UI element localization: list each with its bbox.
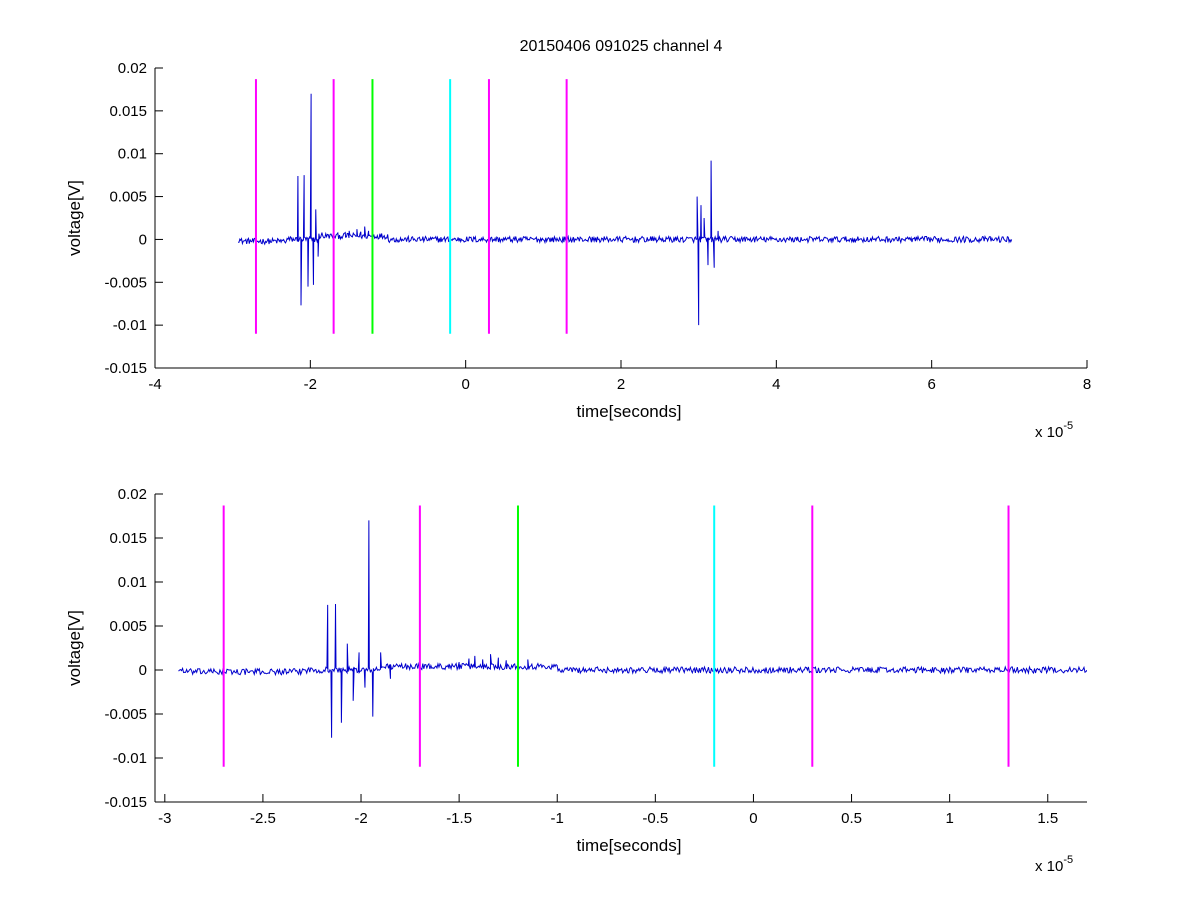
y-tick-label: -0.01 <box>113 750 147 767</box>
y-tick-label: 0.005 <box>109 618 147 635</box>
x-scale-prefix: x 10 <box>1035 858 1063 875</box>
y-tick-label: -0.01 <box>113 317 147 334</box>
x-tick-label: -1.5 <box>446 810 472 827</box>
y-tick-label: 0 <box>139 662 147 679</box>
x-tick-label: 0.5 <box>841 810 862 827</box>
y-tick-label: 0.01 <box>118 146 147 163</box>
x-scale-prefix: x 10 <box>1035 424 1063 441</box>
x-tick-label: 2 <box>617 376 625 393</box>
x-tick-label: 0 <box>461 376 469 393</box>
y-tick-label: -0.005 <box>104 274 147 291</box>
x-axis-label: time[seconds] <box>577 836 682 855</box>
x-tick-label: 0 <box>749 810 757 827</box>
x-scale-exponent: -5 <box>1063 854 1073 866</box>
x-tick-label: 1.5 <box>1037 810 1058 827</box>
x-tick-label: -3 <box>158 810 171 827</box>
x-tick-label: -4 <box>148 376 161 393</box>
y-axis-label: voltage[V] <box>65 610 84 686</box>
x-scale-exponent: -5 <box>1063 420 1073 432</box>
y-tick-label: -0.005 <box>104 706 147 723</box>
y-tick-label: 0.015 <box>109 530 147 547</box>
x-tick-label: 4 <box>772 376 780 393</box>
chart-title: 20150406 091025 channel 4 <box>520 38 723 55</box>
x-scale-note: x 10-5 <box>1035 854 1073 875</box>
x-tick-label: -1 <box>551 810 564 827</box>
x-tick-label: -2 <box>354 810 367 827</box>
y-tick-label: 0.005 <box>109 189 147 206</box>
x-tick-label: -2.5 <box>250 810 276 827</box>
y-tick-label: -0.015 <box>104 794 147 811</box>
y-tick-label: 0.015 <box>109 103 147 120</box>
x-tick-label: 1 <box>945 810 953 827</box>
y-tick-label: 0 <box>139 231 147 248</box>
signal-trace <box>178 520 1087 738</box>
x-scale-note: x 10-5 <box>1035 420 1073 441</box>
top-axes: -4 -2 0 2 4 6 8 -0.015 -0.01 -0.005 0 0.005 0.01 0.01… <box>65 38 1091 441</box>
y-tick-label: -0.015 <box>104 360 147 377</box>
x-tick-label: 6 <box>927 376 935 393</box>
bottom-axes: -3 -2.5 -2 -1.5 -1 -0.5 0 0.5 1 1.5 -0.015 -0.01 -0.… <box>65 486 1087 875</box>
signal-trace <box>238 93 1013 326</box>
y-tick-label: 0.02 <box>118 60 147 77</box>
x-axis-label: time[seconds] <box>577 402 682 421</box>
x-tick-label: -2 <box>304 376 317 393</box>
y-axis-label: voltage[V] <box>65 180 84 256</box>
y-tick-label: 0.02 <box>118 486 147 503</box>
x-tick-label: -0.5 <box>642 810 668 827</box>
x-tick-label: 8 <box>1083 376 1091 393</box>
y-tick-label: 0.01 <box>118 574 147 591</box>
